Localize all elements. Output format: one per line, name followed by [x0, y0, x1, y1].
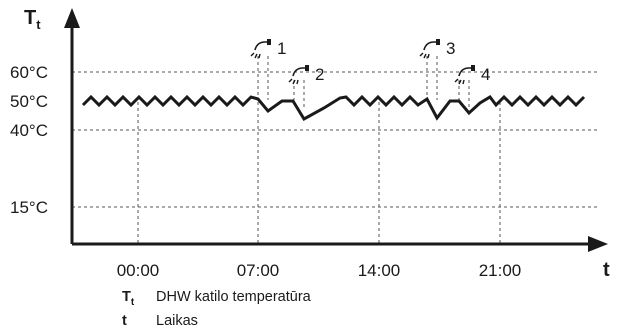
axes	[64, 8, 608, 252]
event-label-3: 3	[446, 39, 455, 58]
horizontal-gridlines	[72, 71, 600, 208]
legend: Tt DHW katilo temperatūra t Laikas	[118, 288, 311, 330]
tap-icon-4	[454, 64, 476, 85]
temperature-line	[81, 94, 586, 122]
event-label-1: 1	[277, 39, 286, 58]
y-tick-15: 15°C	[10, 198, 48, 217]
legend-text-t: Laikas	[156, 312, 198, 329]
legend-row-tt: Tt DHW katilo temperatūra	[118, 288, 311, 312]
y-tick-40: 40°C	[10, 121, 48, 140]
legend-symbol-tt: Tt	[122, 289, 135, 308]
event-label-2: 2	[315, 65, 324, 84]
tap-icon-1	[250, 38, 272, 59]
legend-row-t: t Laikas	[118, 312, 311, 330]
x-axis-arrow	[588, 236, 608, 252]
vertical-gridlines	[137, 102, 501, 244]
x-tick-0700: 07:00	[237, 261, 280, 280]
legend-text-tt: DHW katilo temperatūra	[156, 289, 311, 305]
x-tick-0000: 00:00	[117, 261, 160, 280]
y-tick-60: 60°C	[10, 63, 48, 82]
x-tick-2100: 21:00	[479, 261, 522, 280]
x-tick-1400: 14:00	[358, 261, 401, 280]
dhw-temperature-diagram: 1 2 3 4 Tt t 60°C 50°C 40°C 15°C 00:00 0…	[10, 7, 610, 281]
event-markers	[257, 56, 470, 110]
legend-symbol-t: t	[122, 312, 127, 329]
tap-icon-2	[288, 64, 310, 85]
x-axis-symbol: t	[603, 259, 610, 281]
y-axis-arrow	[64, 8, 80, 28]
y-axis-symbol: Tt	[24, 7, 41, 32]
y-tick-50: 50°C	[10, 92, 48, 111]
tap-icon-3	[419, 38, 441, 59]
event-label-4: 4	[481, 65, 490, 84]
